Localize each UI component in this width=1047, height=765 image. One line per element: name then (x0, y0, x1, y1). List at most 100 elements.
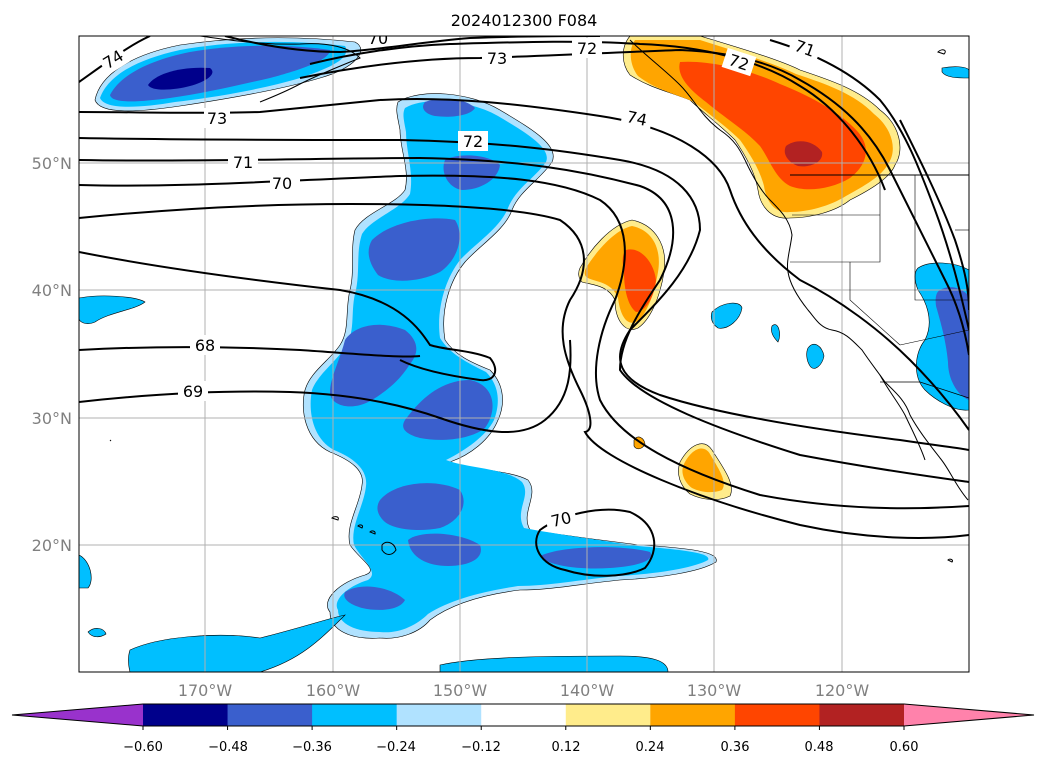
contour-label-bg (204, 108, 230, 128)
contour-70-south (535, 508, 656, 577)
negative-anomaly-core-1 (423, 98, 475, 117)
contour-label-bg (190, 335, 220, 355)
contour-label-bg (787, 36, 823, 63)
negative-anomaly-core-9 (344, 586, 405, 610)
colorbar-segment (734, 704, 820, 726)
contour-label-bg (620, 105, 654, 131)
negative-anomaly-left-40n (79, 295, 146, 324)
colorbar-extend-low (12, 704, 143, 726)
contour-label: 69 (183, 382, 203, 401)
negative-anomaly-small-3 (806, 344, 825, 369)
contour-label: 72 (463, 132, 483, 151)
colorbar-segment (819, 704, 905, 726)
contour-label: 70 (549, 508, 573, 531)
colorbar-tick-label: 0.36 (721, 740, 750, 755)
contour-label-bg (721, 47, 757, 77)
contour-label: 73 (487, 49, 507, 68)
contour-73 (299, 48, 969, 356)
contour-label: 70 (368, 29, 388, 48)
negative-anomaly-core-4 (330, 324, 417, 407)
map-title: 2024012300 F084 (451, 11, 598, 30)
negative-anomaly-small-4 (771, 324, 780, 343)
lat-label-30n: 30°N (32, 409, 72, 428)
contour-label-bg (482, 48, 512, 68)
negative-anomaly-core-2 (443, 155, 500, 190)
contour-label-bg (178, 381, 208, 401)
negative-anomaly-core-5 (403, 380, 493, 440)
lon-label-130w: 130°W (687, 681, 742, 700)
hawaii-island-2 (369, 530, 376, 535)
colorbar-segment (396, 704, 482, 726)
contour-label: 71 (233, 153, 253, 172)
negative-anomaly-core-8 (540, 547, 651, 569)
hawaii-island (381, 541, 397, 555)
state-border-e2 (899, 329, 969, 346)
gridlines (79, 36, 969, 672)
colorbar-tick-label: −0.48 (208, 740, 248, 755)
colorbar-tick-label: 0.48 (805, 740, 834, 755)
colorbar-tick-label: −0.24 (376, 740, 416, 755)
contour-label-bg (270, 173, 300, 193)
lon-label-160w: 160°W (306, 681, 361, 700)
hawaii-island-4 (331, 516, 339, 521)
contour-label-bg (366, 36, 390, 46)
contour-70-mid (79, 174, 969, 510)
colorbar-segment (481, 704, 567, 726)
negative-anomaly-core-7 (408, 533, 481, 566)
negative-anomaly-core-3 (368, 218, 460, 281)
lon-label-150w: 150°W (433, 681, 488, 700)
colorbar-tick-label: 0.60 (890, 740, 919, 755)
contour-72-mid (79, 137, 969, 451)
negative-anomaly-core-6 (377, 483, 464, 530)
negative-anomaly-small-2 (710, 302, 743, 329)
colorbar-tick-label: −0.36 (292, 740, 332, 755)
state-border-or-ca (790, 175, 881, 263)
negative-anomaly-small-1 (87, 628, 107, 638)
latitude-labels: 50°N 40°N 30°N 20°N (32, 154, 72, 555)
lat-label-50n: 50°N (32, 154, 72, 173)
island-small-1 (947, 558, 953, 563)
colorbar-tick-labels: −0.60 −0.48 −0.36 −0.24 −0.12 0.12 0.24 … (123, 740, 918, 755)
colorbar-tick-label: −0.60 (123, 740, 163, 755)
north-america-west-coast (744, 159, 969, 501)
colorbar-segment (227, 704, 313, 726)
colorbar-segment (565, 704, 651, 726)
contour-labels: 74 73 72 71 70 72 73 74 72 71 70 68 (96, 29, 823, 533)
island-small-2 (109, 439, 112, 442)
longitude-labels: 170°W 160°W 150°W 140°W 130°W 120°W (178, 681, 870, 700)
positive-anomaly-center-red (622, 249, 656, 312)
contour-label-bg (96, 42, 130, 76)
contour-68 (79, 346, 421, 358)
contour-74-mid (379, 97, 969, 431)
state-border-e (914, 175, 969, 301)
contour-label-bg (458, 131, 488, 151)
contour-label: 72 (577, 39, 597, 58)
colorbar (11, 703, 1035, 730)
colorbar-segment (312, 704, 398, 726)
contour-far-right (899, 119, 969, 311)
colorbar-segment (143, 704, 229, 726)
contour-label: 70 (272, 174, 292, 193)
colorbar-segment (650, 704, 736, 726)
us-mexico-border (880, 381, 969, 399)
hawaii-island-3 (357, 524, 363, 529)
contour-label: 74 (625, 107, 649, 130)
positive-anomaly-se-orange (682, 448, 724, 493)
baja-coast (879, 374, 926, 461)
colorbar-tick-label: 0.12 (552, 740, 581, 755)
contour-72-top (309, 40, 886, 191)
lat-label-20n: 20°N (32, 536, 72, 555)
contour-71-mid (79, 156, 969, 483)
contour-73-left (79, 99, 381, 114)
colorbar-tick-label: 0.24 (636, 740, 665, 755)
lon-label-120w: 120°W (815, 681, 870, 700)
negative-anomaly-bottom (128, 614, 346, 672)
map-frame (78, 35, 970, 673)
state-border-ca-nv (849, 262, 901, 346)
contour-label-bg (572, 38, 602, 58)
lat-label-40n: 40°N (32, 281, 72, 300)
contour-70-lower (79, 202, 969, 539)
lon-label-140w: 140°W (560, 681, 615, 700)
contour-label: 73 (207, 109, 227, 128)
negative-anomaly-left-edge (79, 554, 92, 589)
